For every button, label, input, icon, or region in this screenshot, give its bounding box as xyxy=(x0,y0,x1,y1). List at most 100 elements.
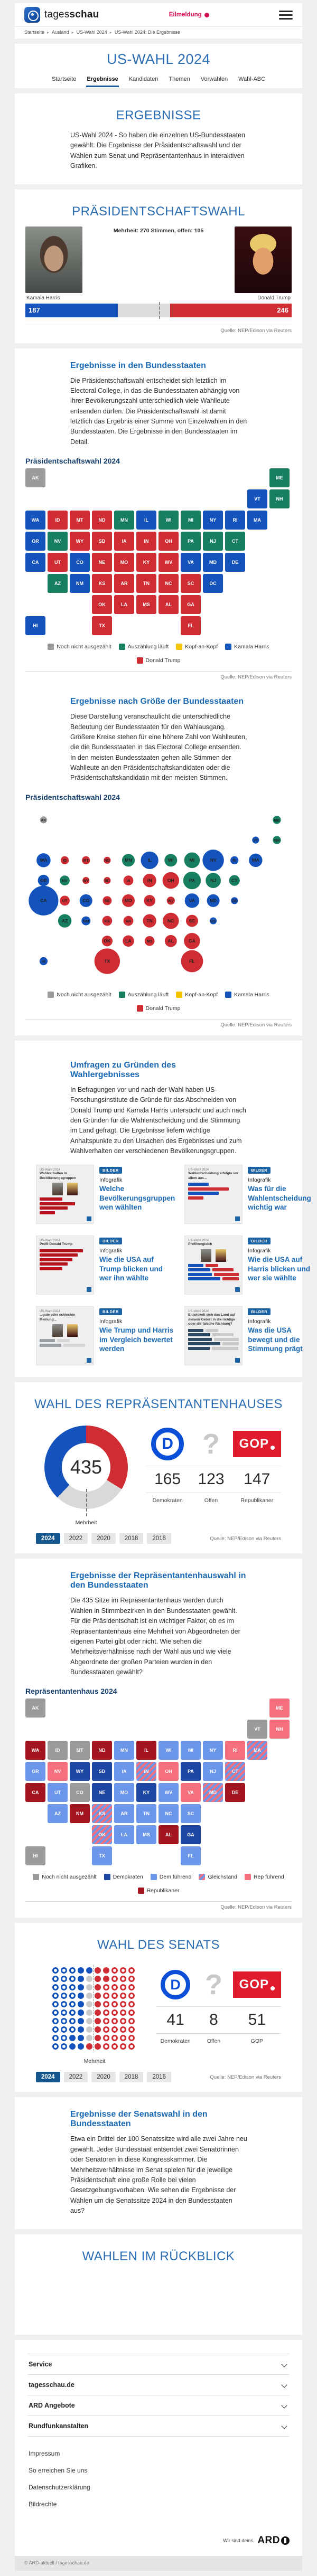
state-mo[interactable]: MO xyxy=(114,553,134,572)
state-ky[interactable]: KY xyxy=(136,553,156,572)
year-2018[interactable]: 2018 xyxy=(119,2072,144,2083)
state-wv[interactable]: WV xyxy=(158,1783,179,1803)
bubble-dc[interactable] xyxy=(209,917,217,924)
state-ma[interactable]: MA xyxy=(247,511,267,530)
year-2016[interactable]: 2016 xyxy=(147,1533,171,1544)
bubble-tn[interactable] xyxy=(143,914,156,928)
state-ok[interactable]: OK xyxy=(92,1825,112,1845)
footer-accordion-tagesschaude[interactable]: tagesschau.de xyxy=(27,2374,290,2395)
tab-vorwahlen[interactable]: Vorwahlen xyxy=(200,76,228,82)
state-id[interactable]: ID xyxy=(48,511,68,530)
state-wv[interactable]: WV xyxy=(158,553,179,572)
state-nv[interactable]: NV xyxy=(48,1762,68,1781)
bubble-oh[interactable] xyxy=(162,872,180,889)
state-me[interactable]: ME xyxy=(269,1699,290,1718)
state-mt[interactable]: MT xyxy=(70,1741,90,1760)
bubble-mn[interactable] xyxy=(122,854,135,867)
bubble-me[interactable] xyxy=(273,816,281,824)
year-2020[interactable]: 2020 xyxy=(91,2072,116,2083)
tab-startseite[interactable]: Startseite xyxy=(51,76,77,82)
year-2022[interactable]: 2022 xyxy=(63,1533,88,1544)
state-ma[interactable]: MA xyxy=(247,1741,267,1760)
state-ne[interactable]: NE xyxy=(92,1783,112,1803)
state-oh[interactable]: OH xyxy=(158,1762,179,1781)
bubble-ok[interactable] xyxy=(101,935,113,947)
state-oh[interactable]: OH xyxy=(158,532,179,551)
state-tx[interactable]: TX xyxy=(92,616,112,636)
state-ne[interactable]: NE xyxy=(92,553,112,572)
state-tn[interactable]: TN xyxy=(136,1804,156,1824)
state-va[interactable]: VA xyxy=(181,553,201,572)
state-hi[interactable]: HI xyxy=(25,616,45,636)
footer-accordion-rundfunkanstalten[interactable]: Rundfunkanstalten xyxy=(27,2415,290,2437)
state-or[interactable]: OR xyxy=(25,532,45,551)
bubble-va[interactable] xyxy=(184,893,200,908)
bubble-mi[interactable] xyxy=(184,852,200,868)
tab-ergebnisse[interactable]: Ergebnisse xyxy=(86,74,119,87)
state-ut[interactable]: UT xyxy=(48,553,68,572)
state-mo[interactable]: MO xyxy=(114,1783,134,1803)
bubble-wy[interactable] xyxy=(82,876,90,884)
breadcrumb-item[interactable]: Ausland xyxy=(52,30,69,35)
bubble-ia[interactable] xyxy=(123,875,134,885)
state-nh[interactable]: NH xyxy=(269,1720,290,1739)
state-nd[interactable]: ND xyxy=(92,1741,112,1760)
teaser-title[interactable]: Wie Trump und Harris im Vergleich bewert… xyxy=(99,1326,174,1353)
bubble-mo[interactable] xyxy=(122,894,135,907)
breaking-news-link[interactable]: Eilmeldung xyxy=(169,12,209,18)
state-wi[interactable]: WI xyxy=(158,511,179,530)
bubble-sc[interactable] xyxy=(185,914,198,927)
tab-kandidaten[interactable]: Kandidaten xyxy=(128,76,158,82)
state-al[interactable]: AL xyxy=(158,595,179,615)
state-vt[interactable]: VT xyxy=(247,1720,267,1739)
bubble-ne[interactable] xyxy=(102,896,112,905)
bubble-wa[interactable] xyxy=(36,853,51,867)
bubble-la[interactable] xyxy=(123,935,134,947)
year-2024[interactable]: 2024 xyxy=(36,1533,60,1544)
state-fl[interactable]: FL xyxy=(181,1846,201,1866)
bubble-fl[interactable] xyxy=(181,950,203,973)
state-mi[interactable]: MI xyxy=(181,1741,201,1760)
state-ar[interactable]: AR xyxy=(114,1804,134,1824)
bubble-il[interactable] xyxy=(141,851,158,869)
state-wa[interactable]: WA xyxy=(25,511,45,530)
footer-link-datenschutzerklrung[interactable]: Datenschutzerklärung xyxy=(29,2484,90,2492)
state-al[interactable]: AL xyxy=(158,1825,179,1845)
state-nj[interactable]: NJ xyxy=(203,1762,223,1781)
bubble-ga[interactable] xyxy=(184,932,200,949)
year-2018[interactable]: 2018 xyxy=(119,1533,144,1544)
state-ny[interactable]: NY xyxy=(203,1741,223,1760)
state-il[interactable]: IL xyxy=(136,1741,156,1760)
bubble-ct[interactable] xyxy=(229,875,240,886)
bubble-in[interactable] xyxy=(143,873,156,888)
state-ia[interactable]: IA xyxy=(114,532,134,551)
state-sc[interactable]: SC xyxy=(181,1804,201,1824)
tab-themen[interactable]: Themen xyxy=(169,76,190,82)
state-md[interactable]: MD xyxy=(203,553,223,572)
state-nc[interactable]: NC xyxy=(158,574,179,593)
state-ca[interactable]: CA xyxy=(25,553,45,572)
teaser-title[interactable]: Welche Bevölkerungsgruppen wen wählten xyxy=(99,1185,175,1212)
bubble-ks[interactable] xyxy=(102,916,113,926)
state-va[interactable]: VA xyxy=(181,1783,201,1803)
state-in[interactable]: IN xyxy=(136,1762,156,1781)
state-wy[interactable]: WY xyxy=(70,532,90,551)
menu-burger-icon[interactable] xyxy=(278,10,293,20)
footer-accordion-ardangebote[interactable]: ARD Angebote xyxy=(27,2395,290,2415)
state-fl[interactable]: FL xyxy=(181,616,201,636)
state-mn[interactable]: MN xyxy=(114,511,134,530)
bubble-mt[interactable] xyxy=(82,856,90,864)
state-nv[interactable]: NV xyxy=(48,532,68,551)
state-ks[interactable]: KS xyxy=(92,1804,112,1824)
year-2024[interactable]: 2024 xyxy=(36,2072,60,2083)
state-or[interactable]: OR xyxy=(25,1762,45,1781)
state-sd[interactable]: SD xyxy=(92,1762,112,1781)
state-tx[interactable]: TX xyxy=(92,1846,112,1866)
footer-link-soerreichensieuns[interactable]: So erreichen Sie uns xyxy=(29,2467,88,2475)
bubble-ak[interactable] xyxy=(40,816,48,824)
state-ga[interactable]: GA xyxy=(181,1825,201,1845)
bubble-wi[interactable] xyxy=(164,854,178,867)
bubble-id[interactable] xyxy=(60,856,69,864)
bubble-nd[interactable] xyxy=(104,856,111,864)
state-mn[interactable]: MN xyxy=(114,1741,134,1760)
